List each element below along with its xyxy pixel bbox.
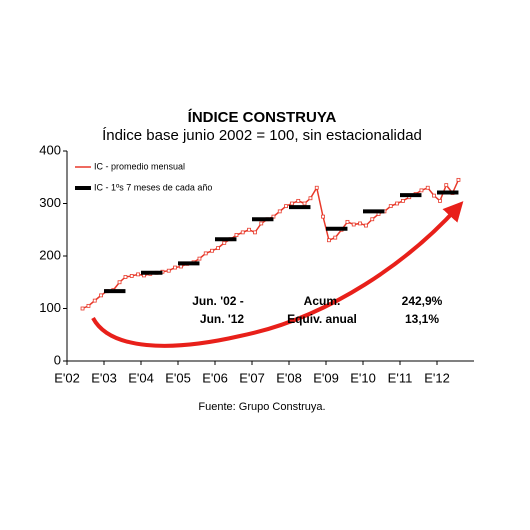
point	[296, 198, 301, 203]
point	[425, 185, 430, 190]
point	[345, 219, 350, 224]
annotation: 13,1%	[405, 312, 439, 326]
y-tick-label: 0	[54, 352, 61, 367]
point	[216, 246, 220, 251]
x-tick-label: E'08	[276, 370, 302, 385]
annotation: Acum.	[304, 294, 341, 308]
point	[444, 183, 449, 188]
y-tick-label: 100	[39, 300, 61, 315]
point	[314, 185, 319, 190]
point	[333, 235, 338, 240]
point	[222, 240, 227, 245]
annotation: Equiv. anual	[287, 312, 357, 326]
x-tick-label: E'02	[54, 370, 80, 385]
x-tick-label: E'06	[202, 370, 228, 385]
point	[308, 196, 313, 201]
point	[253, 230, 257, 235]
x-tick-label: E'11	[388, 370, 413, 385]
point	[302, 201, 307, 206]
point	[327, 238, 331, 243]
point	[438, 198, 442, 203]
point	[456, 177, 461, 182]
point	[123, 275, 128, 279]
annotation: 242,9%	[402, 294, 443, 308]
point	[92, 298, 97, 303]
trend-arrow	[91, 201, 464, 348]
point	[173, 265, 177, 270]
point	[351, 222, 356, 227]
point	[370, 217, 375, 222]
x-tick-label: E'09	[313, 370, 339, 385]
point	[210, 248, 214, 253]
point	[290, 201, 294, 206]
point	[358, 221, 362, 226]
x-tick-label: E'10	[350, 370, 376, 385]
chart-title: ÍNDICE CONSTRUYA	[188, 109, 337, 126]
point	[277, 209, 282, 214]
y-tick-label: 200	[39, 247, 61, 262]
point	[321, 214, 325, 219]
point	[240, 230, 245, 235]
x-tick-label: E'05	[165, 370, 191, 385]
point	[247, 227, 251, 232]
point	[129, 274, 134, 278]
point	[432, 193, 436, 198]
x-tick-label: E'07	[239, 370, 265, 385]
point	[401, 198, 405, 203]
legend-label: IC - 1ºs 7 meses de cada año	[94, 182, 212, 192]
legend-label: IC - promedio mensual	[94, 161, 185, 171]
point	[388, 204, 393, 209]
point	[364, 223, 368, 228]
point	[197, 256, 202, 261]
y-tick-label: 400	[39, 142, 61, 157]
point	[179, 264, 183, 269]
point	[166, 268, 171, 273]
point	[136, 272, 140, 277]
point	[284, 204, 288, 209]
point	[259, 221, 264, 226]
point	[234, 233, 239, 237]
x-tick-label: E'12	[424, 370, 450, 385]
x-tick-label: E'04	[128, 370, 154, 385]
chart-subtitle: Índice base junio 2002 = 100, sin estaci…	[102, 127, 422, 144]
annotation: Jun. '02 -	[192, 294, 244, 308]
x-tick-label: E'03	[91, 370, 117, 385]
point	[203, 251, 208, 256]
point	[80, 306, 85, 311]
y-tick-label: 300	[39, 195, 61, 210]
point	[395, 201, 399, 206]
point	[117, 280, 122, 285]
source: Fuente: Grupo Construya.	[198, 401, 325, 413]
point	[419, 188, 424, 193]
point	[99, 293, 103, 298]
annotation: Jun. '12	[200, 312, 245, 326]
point	[86, 303, 91, 308]
